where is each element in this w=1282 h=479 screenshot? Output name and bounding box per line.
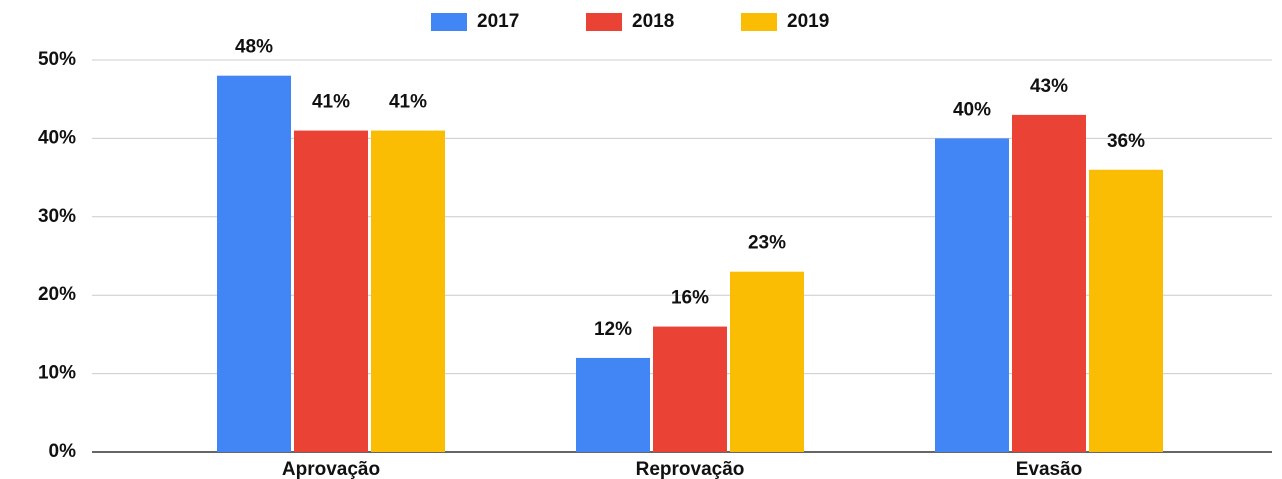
data-label: 40%: [953, 99, 991, 120]
y-tick-label: 30%: [38, 206, 76, 227]
x-tick-label: Evasão: [1016, 459, 1083, 479]
bar: [294, 130, 368, 452]
bar: [1089, 169, 1163, 452]
data-label: 23%: [748, 233, 786, 254]
legend-label: 2017: [477, 11, 519, 32]
y-tick-label: 10%: [38, 363, 76, 384]
bar: [371, 130, 445, 452]
y-tick-label: 50%: [38, 49, 76, 70]
x-tick-label: Aprovação: [282, 459, 380, 479]
data-label: 12%: [594, 319, 632, 340]
bar: [730, 271, 804, 452]
y-tick-label: 40%: [38, 127, 76, 148]
legend-swatch: [741, 13, 777, 31]
bar: [935, 138, 1009, 452]
y-tick-label: 0%: [49, 441, 77, 462]
bar: [1012, 114, 1086, 452]
bar: [576, 357, 650, 452]
data-label: 16%: [671, 288, 709, 309]
x-tick-label: Reprovação: [636, 459, 745, 479]
legend-label: 2019: [787, 11, 829, 32]
legend-swatch: [586, 13, 622, 31]
y-tick-label: 20%: [38, 284, 76, 305]
bar: [653, 326, 727, 452]
data-label: 36%: [1107, 131, 1145, 152]
data-label: 41%: [389, 92, 427, 113]
data-label: 43%: [1030, 76, 1068, 97]
legend-label: 2018: [632, 11, 674, 32]
data-label: 48%: [235, 37, 273, 58]
legend-swatch: [431, 13, 467, 31]
bar: [217, 75, 291, 453]
data-label: 41%: [312, 92, 350, 113]
